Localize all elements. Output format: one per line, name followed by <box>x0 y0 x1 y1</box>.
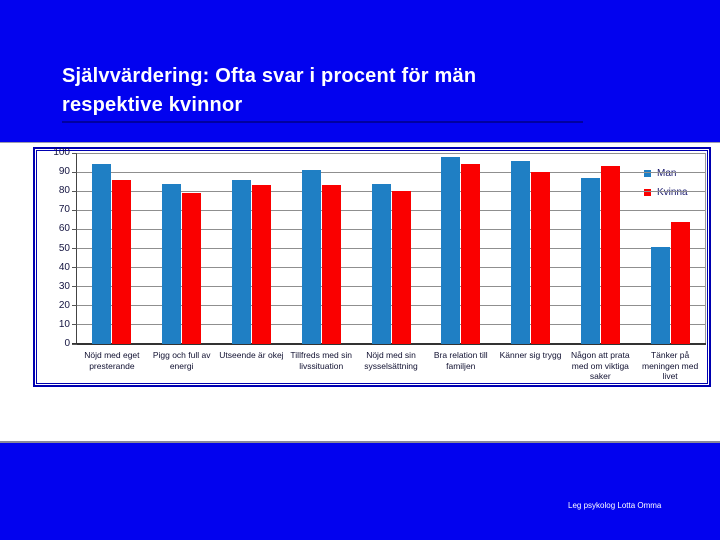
bar-kvinna <box>461 164 481 344</box>
legend-swatch-kvinna <box>644 189 651 196</box>
y-axis-tick <box>72 324 77 326</box>
y-axis-label: 80 <box>58 185 70 197</box>
y-axis-tick <box>72 286 77 288</box>
y-axis-label: 70 <box>58 204 70 216</box>
bar-man <box>441 156 461 344</box>
y-axis-tick <box>72 190 77 192</box>
bar-kvinna <box>531 172 551 344</box>
y-axis-label: 100 <box>53 147 70 158</box>
y-gridline <box>77 152 705 154</box>
x-axis-category-label: Känner sig trygg <box>499 350 562 360</box>
y-gridline <box>77 190 705 192</box>
y-axis-tick <box>72 267 77 269</box>
y-axis-label: 30 <box>58 280 70 292</box>
footer-credit: Leg psykolog Lotta Omma <box>568 501 662 510</box>
legend-item-kvinna: Kvinna <box>644 183 688 202</box>
slide-title-line1: Självvärdering: Ofta svar i procent för … <box>62 65 477 87</box>
bar-kvinna <box>600 166 620 344</box>
x-axis-category-label: Utseende är okej <box>219 350 284 360</box>
x-axis-category-label: Tänker på meningen med livet <box>641 350 699 381</box>
y-axis-label: 20 <box>58 299 70 311</box>
y-axis-tick <box>72 171 77 173</box>
y-axis-label: 0 <box>64 338 70 349</box>
title-underline <box>62 121 583 123</box>
bar-man <box>511 160 531 344</box>
legend-swatch-man <box>644 170 651 177</box>
y-gridline <box>77 305 705 307</box>
y-axis-label: 40 <box>58 261 70 273</box>
y-axis-label: 50 <box>58 242 70 254</box>
y-gridline <box>77 228 705 230</box>
bar-man <box>92 164 112 344</box>
y-axis-label: 10 <box>58 318 70 330</box>
y-axis-tick <box>72 209 77 211</box>
y-gridline <box>77 267 705 269</box>
bar-kvinna <box>112 179 132 344</box>
y-axis-tick <box>72 343 77 345</box>
bar-man <box>231 179 251 344</box>
x-axis-category-label: Nöjd med sin sysselsättning <box>364 350 418 371</box>
y-gridline <box>77 286 705 288</box>
y-axis-tick <box>72 152 77 154</box>
x-axis-category-label: Någon att prata med om viktiga saker <box>571 350 630 381</box>
bar-man <box>650 246 670 344</box>
x-axis-category-label: Bra relation till familjen <box>433 350 488 371</box>
y-axis-label: 90 <box>58 166 70 178</box>
y-axis-tick <box>72 305 77 307</box>
chart-legend: Man Kvinna <box>644 164 688 202</box>
bar-man <box>371 183 391 344</box>
bar-man <box>580 177 600 344</box>
chart-panel: Man Kvinna 0 10 20 30 40 50 60 70 80 90 100 Nöjd med… <box>0 142 720 443</box>
slide-title-line2: respektive kvinnor <box>62 94 243 116</box>
y-gridline <box>77 248 705 249</box>
chart-frame-inner-border: Man Kvinna 0 10 20 30 40 50 60 70 80 90 100 Nöjd med… <box>36 147 708 384</box>
bar-kvinna <box>321 185 341 344</box>
x-axis-line <box>72 343 706 345</box>
y-axis-tick <box>72 228 77 230</box>
x-axis-category-label: Pigg och full av energi <box>152 350 211 371</box>
bar-kvinna <box>251 185 271 344</box>
y-axis-tick <box>72 248 77 249</box>
bar-man <box>301 170 321 344</box>
legend-label-kvinna: Kvinna <box>657 187 688 198</box>
plot-area: Man Kvinna 0 10 20 30 40 50 60 70 80 90 100 Nöjd med… <box>53 147 706 381</box>
bar-kvinna <box>391 191 411 344</box>
x-axis-category-label: Nöjd med eget presterande <box>84 350 140 371</box>
bar-kvinna <box>670 221 690 344</box>
x-axis-category-label: Tillfreds med sin livssituation <box>290 350 352 371</box>
chart-frame: Man Kvinna 0 10 20 30 40 50 60 70 80 90 100 Nöjd med… <box>33 147 711 387</box>
legend-label-man: Man <box>657 168 677 179</box>
legend-item-man: Man <box>644 164 688 183</box>
bar-man <box>162 183 182 344</box>
slide-title: Självvärdering: Ofta svar i procent för … <box>62 62 642 120</box>
y-gridline <box>77 324 705 326</box>
bar-kvinna <box>182 193 202 344</box>
y-gridline <box>77 171 705 173</box>
y-gridline <box>77 209 705 211</box>
y-axis-label: 60 <box>58 223 70 235</box>
